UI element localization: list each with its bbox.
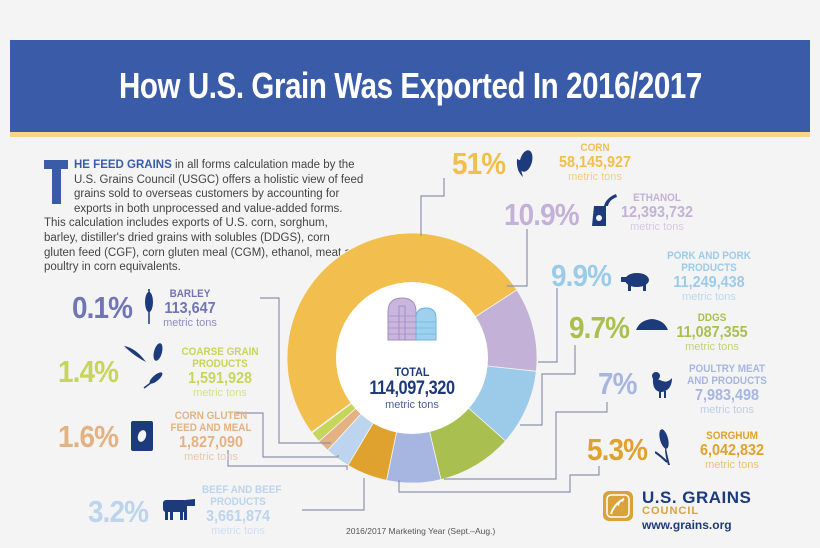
silo-icon <box>387 297 437 341</box>
logo-name: U.S. GRAINS <box>642 488 752 507</box>
corn-percent: 51% <box>452 146 506 181</box>
sorghum-icon <box>655 429 670 465</box>
dropcap-t <box>44 160 68 204</box>
ethanol-value: 12,393,732 <box>620 204 694 221</box>
beef-unit: metric tons <box>211 525 265 537</box>
title-banner: How U.S. Grain Was Exported In 2016/2017 <box>10 40 810 137</box>
cgf-name-1: CORN GLUTEN <box>174 410 248 422</box>
coarse-name-2: PRODUCTS <box>192 358 248 370</box>
logo-url[interactable]: www.grains.org <box>642 518 732 532</box>
feed-bag-icon <box>131 421 153 451</box>
barley-value: 113,647 <box>164 300 216 317</box>
pork-percent: 9.9% <box>551 258 612 293</box>
pork-name-2: PRODUCTS <box>681 262 737 274</box>
intro-text: in all forms calculation made by the U.S… <box>44 159 364 274</box>
page-title: How U.S. Grain Was Exported In 2016/2017 <box>118 65 702 106</box>
beef-percent: 3.2% <box>88 494 149 529</box>
corn-name: CORN <box>580 142 610 154</box>
corn-value: 58,145,927 <box>558 154 632 171</box>
pork-value: 11,249,438 <box>673 274 745 291</box>
grain-pile-icon <box>636 319 668 330</box>
intro-paragraph: HE FEED GRAINS in all forms calculation … <box>44 158 364 275</box>
total-unit: metric tons <box>385 399 439 411</box>
cow-icon <box>163 499 195 520</box>
ethanol-unit: metric tons <box>630 221 684 233</box>
logo-sub: COUNCIL <box>642 505 700 517</box>
barley-name: BARLEY <box>169 288 211 300</box>
usgc-logo-icon <box>603 491 633 521</box>
pig-icon <box>621 273 649 291</box>
chicken-icon <box>652 372 672 398</box>
coarse-name-1: COARSE GRAIN <box>181 346 259 358</box>
corn-unit: metric tons <box>568 171 622 183</box>
coarse-unit: metric tons <box>193 387 247 399</box>
cgf-name-2: FEED AND MEAL <box>170 422 252 434</box>
poultry-value: 7,983,498 <box>694 387 760 404</box>
poultry-percent: 7% <box>598 366 637 401</box>
beef-value: 3,661,874 <box>205 508 271 525</box>
coarse-percent: 1.4% <box>58 354 119 389</box>
cgf-unit: metric tons <box>184 451 238 463</box>
ethanol-percent: 10.9% <box>504 197 580 232</box>
ddgs-unit: metric tons <box>685 341 739 353</box>
cgf-value: 1,827,090 <box>178 434 244 451</box>
barley-unit: metric tons <box>163 317 217 329</box>
total-label: TOTAL <box>394 365 430 379</box>
corn-icon <box>516 150 533 177</box>
marketing-year-footnote: 2016/2017 Marketing Year (Sept.–Aug.) <box>346 526 496 536</box>
sorghum-name: SORGHUM <box>706 430 758 442</box>
pork-name-1: PORK AND PORK <box>667 250 751 262</box>
beef-name-2: PRODUCTS <box>210 496 266 508</box>
fuel-pump-icon <box>592 194 617 226</box>
sorghum-unit: metric tons <box>705 459 759 471</box>
sorghum-percent: 5.3% <box>587 432 648 467</box>
ddgs-value: 11,087,355 <box>676 324 748 341</box>
pork-unit: metric tons <box>682 291 736 303</box>
poultry-name-2: AND PRODUCTS <box>687 375 767 387</box>
connector-lines <box>227 178 608 511</box>
donut-total: TOTAL 114,097,320 metric tons <box>348 365 476 411</box>
total-value: 114,097,320 <box>369 378 455 399</box>
ddgs-name: DDGS <box>697 312 727 324</box>
beef-name-1: BEEF AND BEEF <box>202 484 282 496</box>
cgf-percent: 1.6% <box>58 419 119 454</box>
ethanol-name: ETHANOL <box>633 192 681 204</box>
intro-lead: HE FEED GRAINS <box>74 159 172 171</box>
barley-icon <box>145 289 153 324</box>
ddgs-percent: 9.7% <box>569 310 630 345</box>
mixed-grains-icon <box>124 343 163 389</box>
poultry-unit: metric tons <box>700 404 754 416</box>
poultry-name-1: POULTRY MEAT <box>688 363 766 375</box>
donut-hole <box>336 282 488 434</box>
sorghum-value: 6,042,832 <box>699 442 765 459</box>
barley-percent: 0.1% <box>72 290 133 325</box>
coarse-value: 1,591,928 <box>187 370 253 387</box>
